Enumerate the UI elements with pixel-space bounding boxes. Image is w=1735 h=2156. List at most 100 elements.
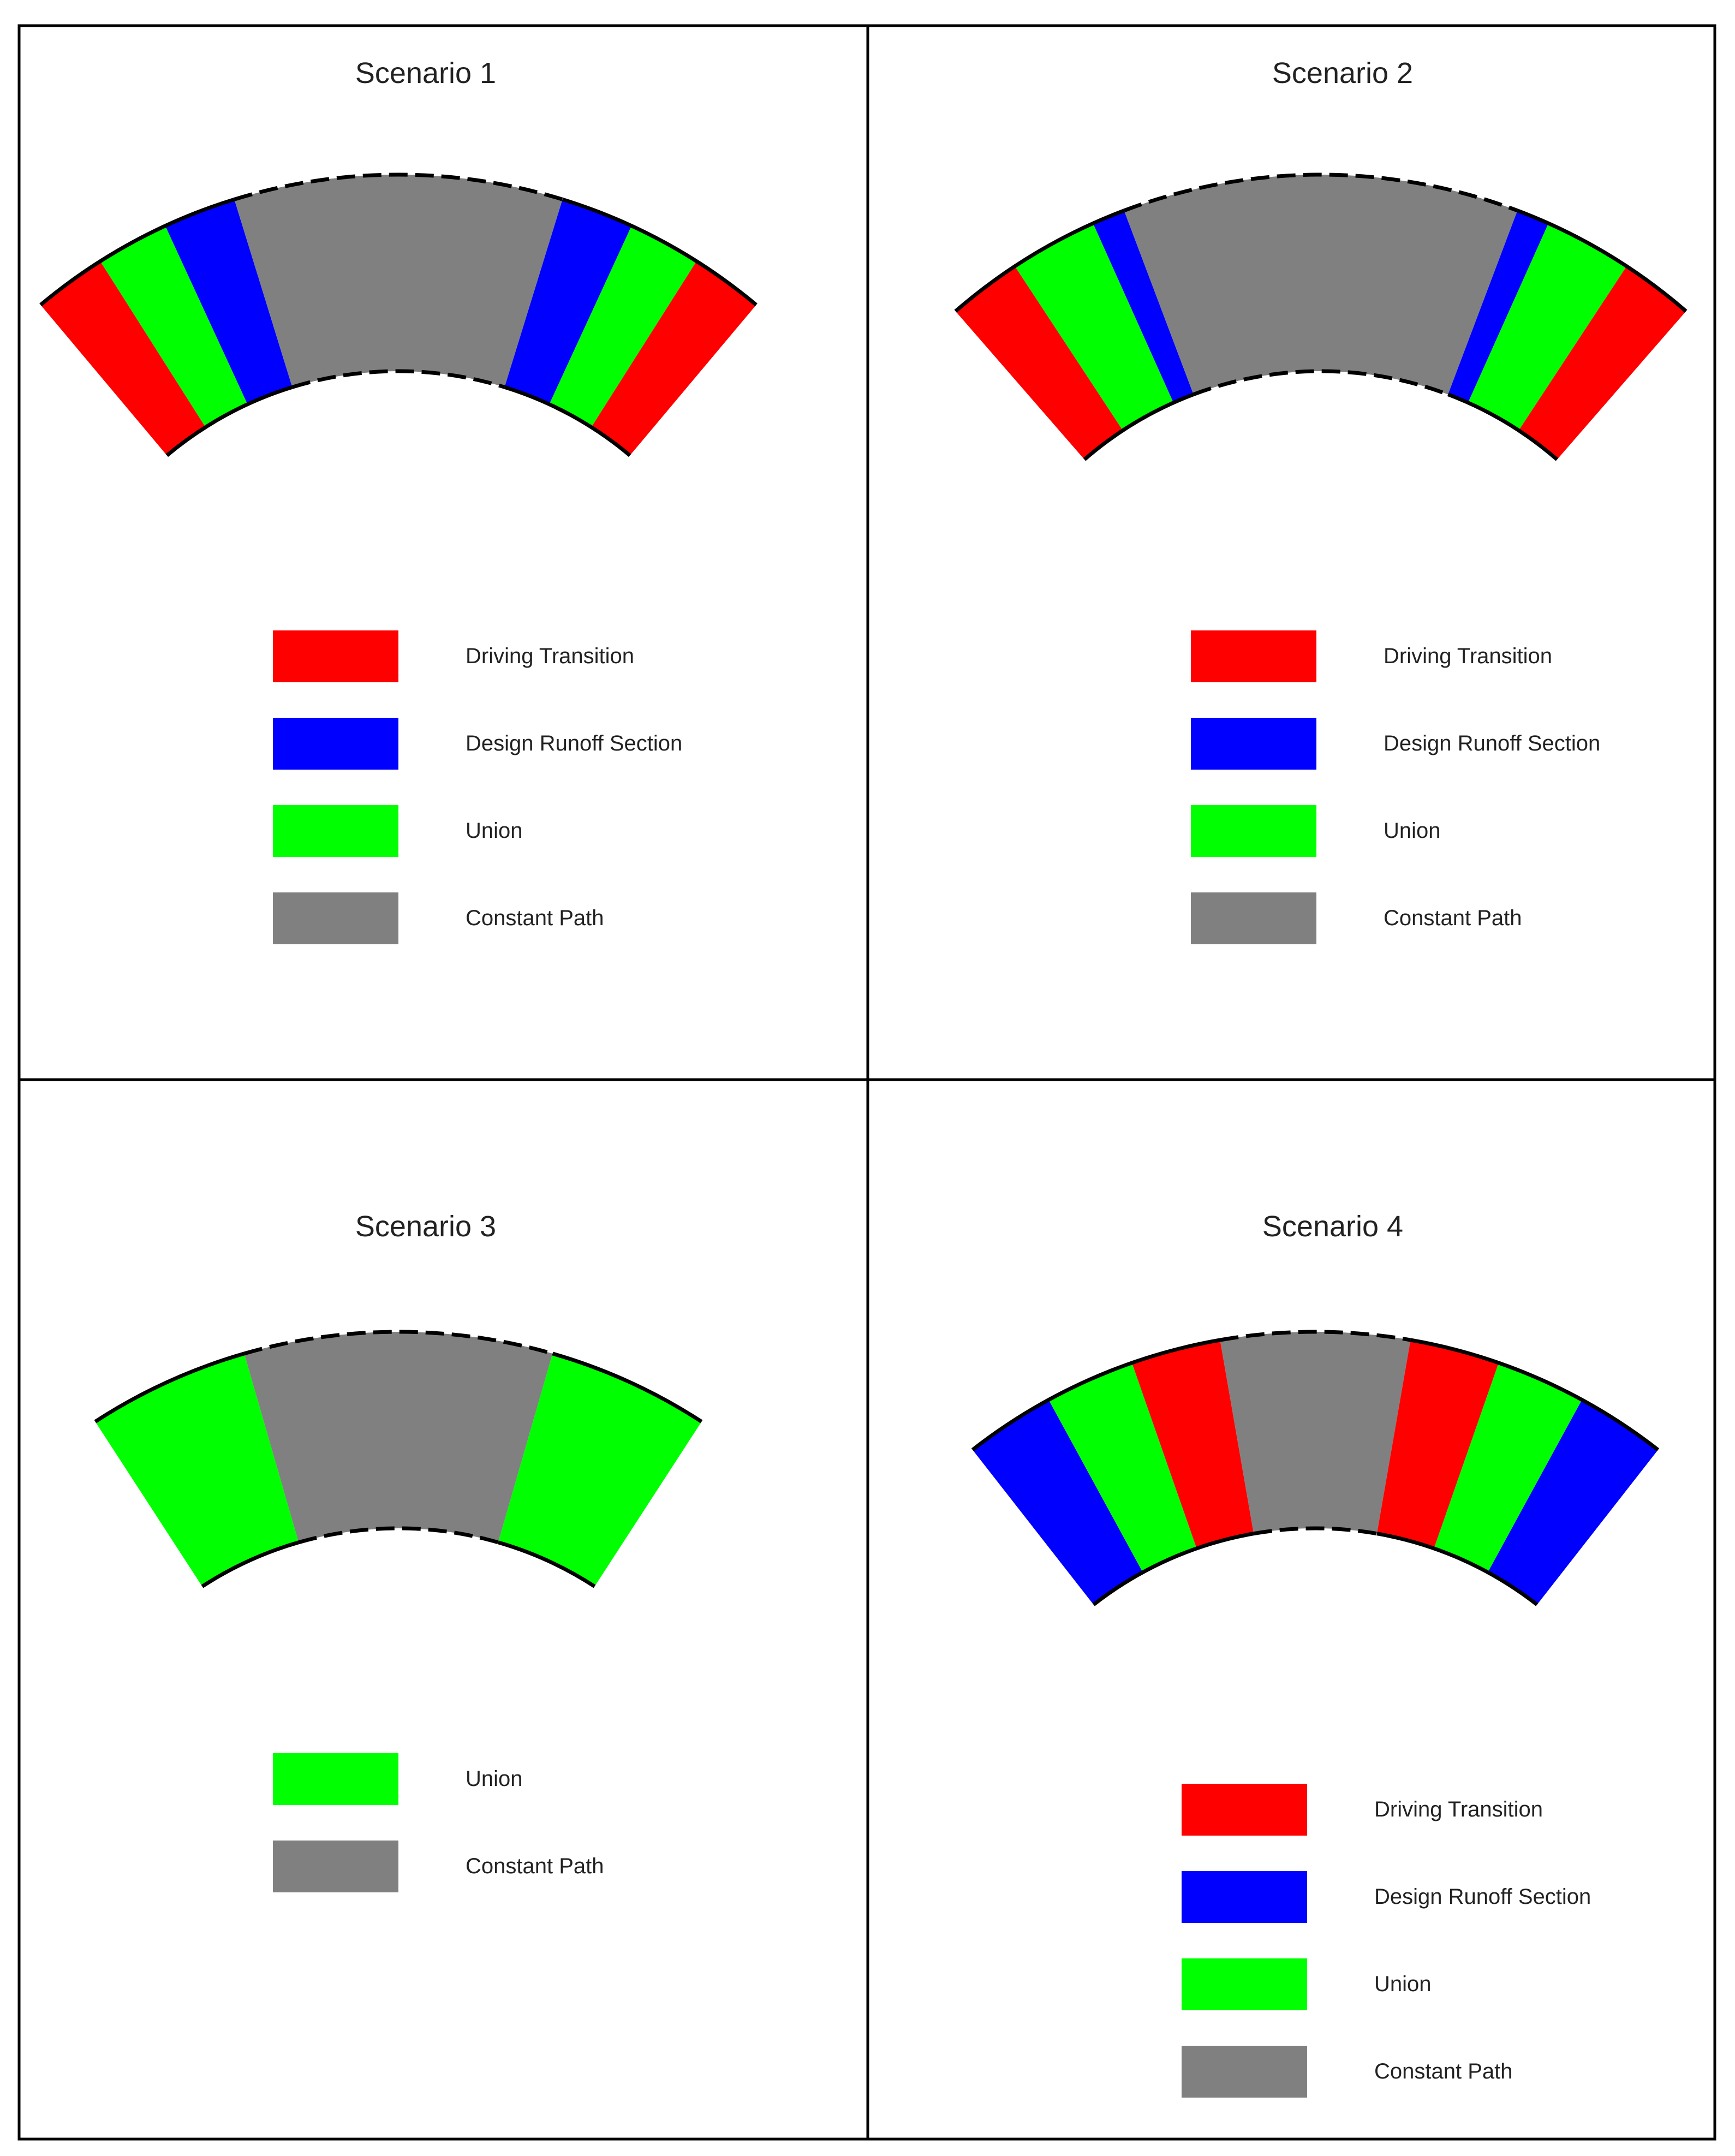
outer-road-edge <box>562 197 758 307</box>
legend: Driving Transition Design Runoff Section U… <box>1191 630 1600 944</box>
outer-road-edge <box>234 172 563 201</box>
legend-swatch <box>273 1753 398 1805</box>
legend-swatch <box>1182 2046 1307 2098</box>
legend-swatch <box>273 892 398 944</box>
road-diagram <box>954 172 1688 461</box>
inner-road-edge <box>1193 369 1449 396</box>
legend-label: Constant Path <box>466 906 604 930</box>
legend-label: Design Runoff Section <box>1384 731 1600 755</box>
legend-item-design-runoff: Design Runoff Section <box>273 718 682 770</box>
road-segment-union <box>1434 1362 1582 1573</box>
legend-item-union: Union <box>1182 1958 1432 2010</box>
legend-item-union: Union <box>273 1753 523 1805</box>
outer-road-edge <box>1123 172 1518 213</box>
outer-road-edge <box>1517 209 1688 313</box>
outer-road-edge <box>243 1330 553 1356</box>
inner-road-edge <box>1447 392 1559 461</box>
legend-item-design-runoff: Design Runoff Section <box>1191 718 1600 770</box>
inner-road-edge <box>497 1540 596 1588</box>
outer-road-edge <box>1219 1330 1411 1342</box>
legend-item-driving-transition: Driving Transition <box>273 630 634 682</box>
legend-label: Union <box>466 819 523 843</box>
legend: Driving Transition Design Runoff Section U… <box>273 630 682 944</box>
road-segment-design-runoff <box>1093 210 1194 403</box>
legend-label: Design Runoff Section <box>1374 1885 1591 1909</box>
legend-swatch <box>1191 805 1316 857</box>
road-segment-union <box>100 225 248 427</box>
legend-label: Union <box>1374 1972 1432 1996</box>
road-diagram <box>39 172 758 457</box>
road-segment-design-runoff <box>504 199 632 404</box>
road-segment-driving-transition <box>955 266 1123 460</box>
inner-road-edge <box>165 385 293 457</box>
legend-swatch <box>1191 718 1316 770</box>
legend-swatch <box>1182 1784 1307 1836</box>
legend-item-constant-path: Constant Path <box>1182 2046 1513 2098</box>
road-segment-constant-path <box>1220 1331 1411 1534</box>
road-segment-design-runoff <box>165 199 293 404</box>
legend-item-design-runoff: Design Runoff Section <box>1182 1871 1591 1923</box>
road-segment-design-runoff <box>973 1399 1143 1605</box>
road-segment-union <box>95 1353 299 1587</box>
legend-swatch <box>1182 1871 1307 1923</box>
legend-item-driving-transition: Driving Transition <box>1191 630 1552 682</box>
inner-road-edge <box>1092 1532 1254 1606</box>
outer-road-edge <box>552 1351 703 1424</box>
legend: Union Constant Path <box>273 1753 604 1892</box>
outer-road-edge <box>1410 1338 1660 1451</box>
road-segment-union <box>1015 223 1174 431</box>
road-diagram <box>971 1330 1660 1606</box>
panel-title: Scenario 2 <box>1272 57 1413 90</box>
legend-item-constant-path: Constant Path <box>273 892 604 944</box>
panel-title: Scenario 4 <box>1262 1210 1403 1243</box>
road-segment-union <box>1468 223 1627 431</box>
legend-swatch <box>273 630 398 682</box>
road-segment-union <box>549 225 697 427</box>
legend-label: Union <box>466 1767 523 1791</box>
panel-scenario-1: Scenario 1 Driving Transition Design Runo… <box>39 57 758 944</box>
road-segment-driving-transition <box>1518 266 1686 460</box>
inner-road-edge <box>1253 1526 1378 1536</box>
road-segment-driving-transition <box>1132 1340 1254 1548</box>
legend-label: Driving Transition <box>466 644 634 668</box>
road-segment-constant-path <box>244 1331 553 1542</box>
legend-item-constant-path: Constant Path <box>1191 892 1522 944</box>
panel-title: Scenario 3 <box>355 1210 496 1243</box>
legend-label: Design Runoff Section <box>466 731 682 755</box>
legend-item-union: Union <box>273 805 523 857</box>
legend-label: Constant Path <box>1374 2059 1513 2083</box>
road-segment-constant-path <box>234 174 563 388</box>
legend-swatch <box>1191 892 1316 944</box>
outer-road-edge <box>971 1338 1221 1451</box>
inner-road-edge <box>298 1526 499 1545</box>
legend-label: Driving Transition <box>1374 1797 1543 1821</box>
panel-title: Scenario 1 <box>355 57 496 90</box>
inner-road-edge <box>1083 392 1195 461</box>
outer-road-edge <box>954 209 1125 313</box>
outer-road-edge <box>39 197 235 307</box>
panel-scenario-2: Scenario 2 Driving Transition Design Runo… <box>954 57 1688 944</box>
legend-label: Driving Transition <box>1384 644 1552 668</box>
outer-road-edge <box>94 1351 245 1424</box>
inner-road-edge <box>504 385 631 457</box>
road-segment-constant-path <box>1124 175 1518 395</box>
legend-item-driving-transition: Driving Transition <box>1182 1784 1543 1836</box>
road-diagram <box>94 1330 703 1588</box>
panel-scenario-4: Scenario 4 Driving Transition Design Runo… <box>971 1210 1660 2098</box>
legend-swatch <box>273 1841 398 1892</box>
road-segment-union <box>1048 1362 1197 1573</box>
legend-label: Constant Path <box>466 1854 604 1878</box>
inner-road-edge <box>201 1540 300 1588</box>
legend-label: Union <box>1384 819 1441 843</box>
legend-item-constant-path: Constant Path <box>273 1841 604 1892</box>
road-segment-driving-transition <box>40 261 206 456</box>
panel-scenario-3: Scenario 3 Union Constant Path <box>94 1210 703 1892</box>
legend-swatch <box>1182 1958 1307 2010</box>
legend-swatch <box>273 805 398 857</box>
road-segment-union <box>498 1353 702 1587</box>
road-segment-driving-transition <box>1376 1340 1499 1548</box>
inner-road-edge <box>1376 1532 1539 1606</box>
inner-road-edge <box>291 369 505 389</box>
legend: Driving Transition Design Runoff Section U… <box>1182 1784 1591 2098</box>
